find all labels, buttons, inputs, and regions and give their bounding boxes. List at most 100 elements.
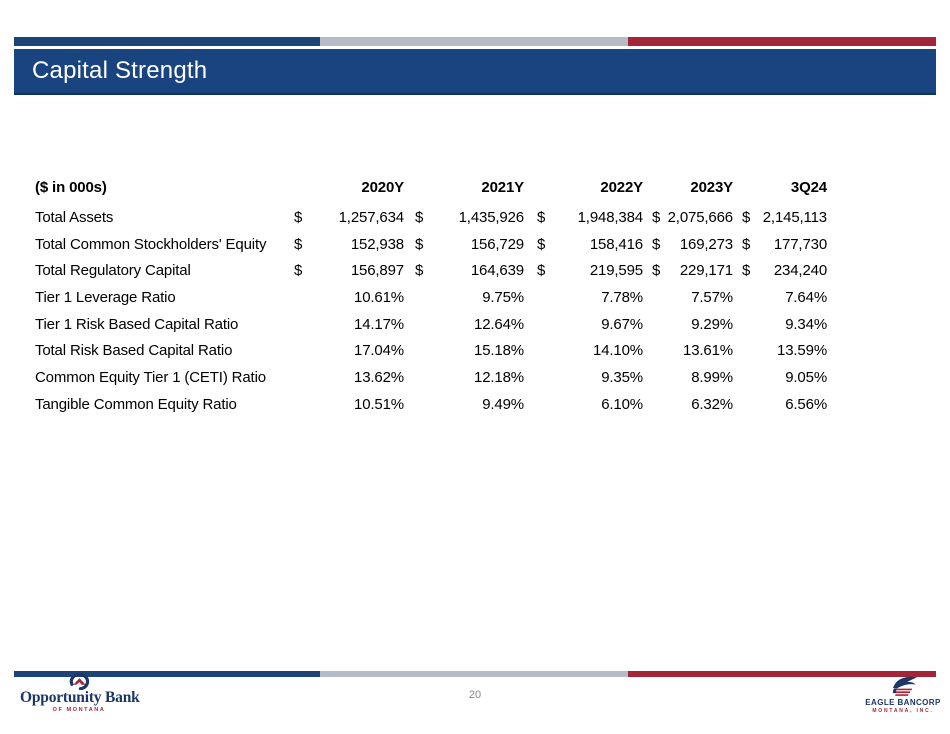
currency-symbol xyxy=(652,391,667,418)
column-gap xyxy=(404,204,415,231)
cell-value: 15.18% xyxy=(474,342,524,360)
currency-symbol xyxy=(742,284,758,311)
table-row: Total Regulatory Capital $156,897 $164,639… xyxy=(35,257,827,284)
cell-value: 164,639 xyxy=(470,262,524,280)
row-label: Common Equity Tier 1 (CETI) Ratio xyxy=(35,368,266,386)
row-label: Total Common Stockholders' Equity xyxy=(35,235,267,253)
column-gap xyxy=(404,391,415,418)
opportunity-bank-subtext: OF MONTANA xyxy=(52,707,106,714)
eagle-bancorp-logo: EAGLE BANCORP MONTANA, INC. xyxy=(860,675,946,714)
column-gap xyxy=(643,337,652,364)
accent-bar-red-segment xyxy=(628,37,936,46)
currency-symbol: $ xyxy=(294,262,303,280)
currency-symbol: $ xyxy=(537,208,546,226)
column-gap xyxy=(524,311,537,338)
year-header: 2021Y xyxy=(481,179,524,196)
column-gap xyxy=(643,171,652,204)
column-gap xyxy=(733,171,742,204)
row-label: Tier 1 Risk Based Capital Ratio xyxy=(35,315,239,333)
year-header: 3Q24 xyxy=(790,179,828,196)
year-header: 2020Y xyxy=(361,179,404,196)
page-title: Capital Strength xyxy=(32,57,208,84)
currency-symbol: $ xyxy=(415,235,424,253)
currency-symbol: $ xyxy=(537,235,546,253)
accent-bar-blue-segment xyxy=(14,37,320,46)
top-accent-bar xyxy=(14,37,936,46)
column-gap xyxy=(524,231,537,258)
currency-symbol xyxy=(537,391,555,418)
column-gap xyxy=(733,204,742,231)
cell-value: 10.51% xyxy=(354,395,404,413)
cell-value: 9.49% xyxy=(482,395,524,413)
cell-value: 219,595 xyxy=(589,262,643,280)
cell-value: 9.67% xyxy=(601,315,643,333)
eagle-icon xyxy=(892,676,917,696)
cell-value: 177,730 xyxy=(773,235,828,253)
bottom-accent-bar xyxy=(14,671,936,677)
table-row: Total Risk Based Capital Ratio 17.04% 15.1… xyxy=(35,337,827,364)
cell-value: 13.62% xyxy=(354,368,404,386)
currency-symbol xyxy=(415,364,433,391)
column-gap xyxy=(404,171,415,204)
table-row: Total Assets $1,257,634 $1,435,926 $1,948,3… xyxy=(35,204,827,231)
cell-value: 158,416 xyxy=(589,235,643,253)
currency-symbol: $ xyxy=(652,235,661,253)
accent-bar-blue-segment xyxy=(14,671,320,677)
column-gap xyxy=(524,364,537,391)
cell-value: 7.57% xyxy=(691,288,733,306)
accent-bar-gray-segment xyxy=(320,37,628,46)
cell-value: 169,273 xyxy=(679,235,733,253)
table-row: Common Equity Tier 1 (CETI) Ratio 13.62% 1… xyxy=(35,364,827,391)
accent-bar-red-segment xyxy=(628,671,936,677)
cell-value: 9.35% xyxy=(601,368,643,386)
currency-symbol: $ xyxy=(415,208,424,226)
cell-value: 9.05% xyxy=(785,368,828,386)
currency-symbol xyxy=(537,311,555,338)
currency-symbol: $ xyxy=(537,262,546,280)
cell-value: 156,897 xyxy=(350,262,404,280)
opportunity-bank-swirl-icon xyxy=(69,673,89,690)
currency-symbol xyxy=(415,391,433,418)
cell-value: 9.75% xyxy=(482,288,524,306)
cell-value: 9.29% xyxy=(691,315,733,333)
column-gap xyxy=(404,284,415,311)
eagle-bancorp-subtext: MONTANA, INC. xyxy=(872,707,934,714)
cell-value: 10.61% xyxy=(354,288,404,306)
column-gap xyxy=(733,311,742,338)
currency-symbol xyxy=(294,284,312,311)
row-label: Total Regulatory Capital xyxy=(35,262,191,280)
column-gap xyxy=(524,257,537,284)
currency-symbol xyxy=(294,364,312,391)
cell-value: 8.99% xyxy=(691,368,733,386)
column-gap xyxy=(643,284,652,311)
currency-symbol: $ xyxy=(652,208,661,226)
row-label: Total Assets xyxy=(35,208,114,226)
currency-symbol: $ xyxy=(742,208,751,226)
column-gap xyxy=(404,231,415,258)
currency-symbol: $ xyxy=(294,208,303,226)
row-label: Tangible Common Equity Ratio xyxy=(35,395,237,413)
cell-value: 6.56% xyxy=(785,395,828,413)
cell-value: 9.34% xyxy=(785,315,828,333)
currency-symbol xyxy=(294,337,312,364)
row-label: Tier 1 Leverage Ratio xyxy=(35,288,176,306)
year-header: 2022Y xyxy=(600,179,643,196)
currency-symbol xyxy=(742,311,758,338)
currency-symbol xyxy=(742,337,758,364)
column-gap xyxy=(733,391,742,418)
cell-value: 7.78% xyxy=(601,288,643,306)
cell-value: 13.61% xyxy=(683,342,733,360)
currency-symbol xyxy=(537,337,555,364)
column-gap xyxy=(643,231,652,258)
column-gap xyxy=(643,364,652,391)
currency-symbol: $ xyxy=(742,235,751,253)
table-header-row: ($ in 000s) 2020Y 2021Y 2022Y 2023Y 3Q24 xyxy=(35,171,827,204)
opportunity-bank-logo: Opportunity Bank OF MONTANA xyxy=(20,673,140,714)
cell-value: 6.10% xyxy=(601,395,643,413)
currency-symbol xyxy=(294,391,312,418)
unit-label: ($ in 000s) xyxy=(35,179,107,196)
column-gap xyxy=(733,284,742,311)
currency-symbol: $ xyxy=(415,262,424,280)
column-gap xyxy=(733,231,742,258)
cell-value: 229,171 xyxy=(679,262,733,280)
